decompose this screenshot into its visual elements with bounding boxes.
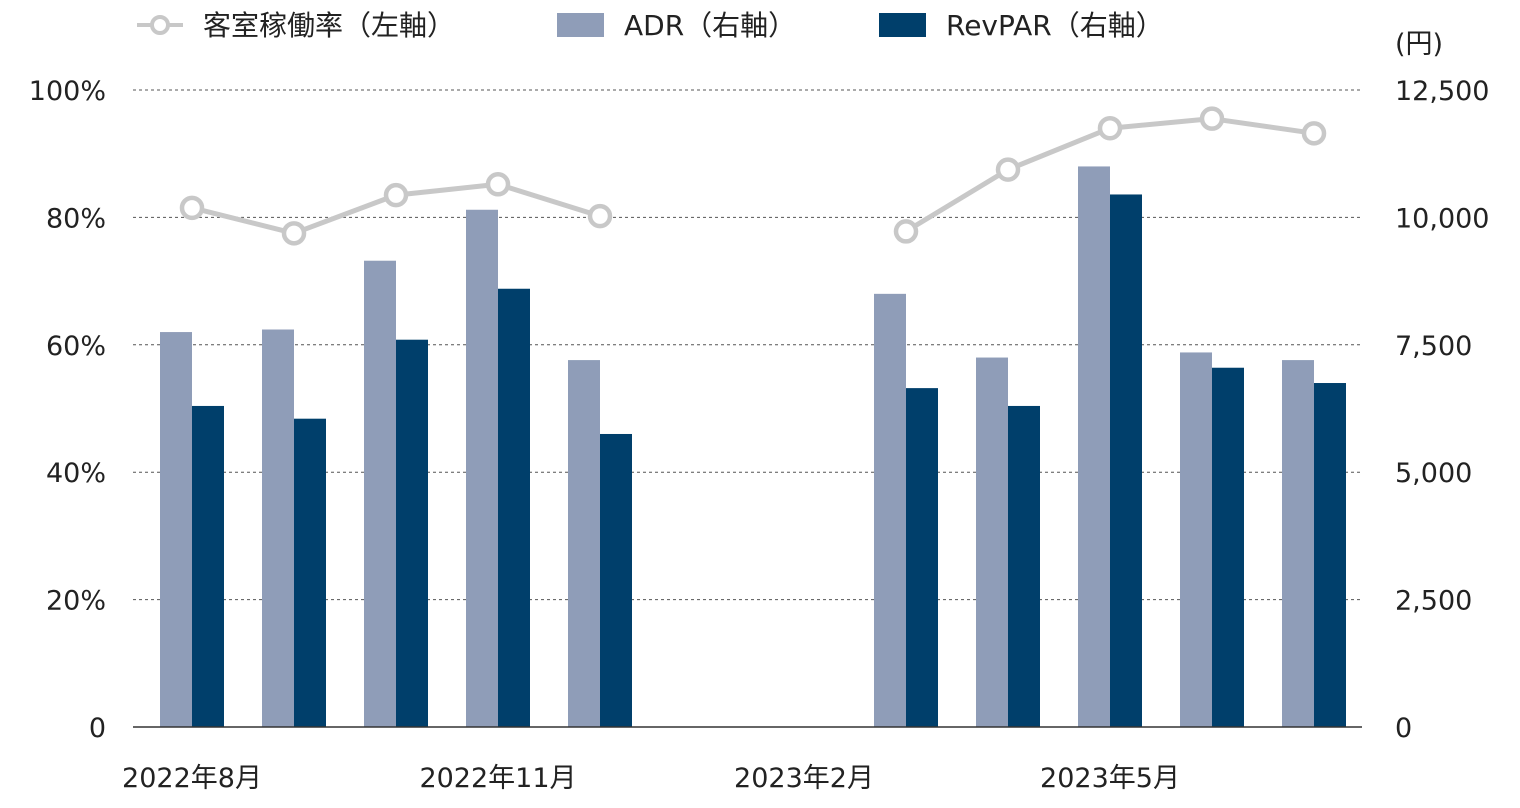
adr-bar — [160, 332, 192, 727]
y-right-tick-label: 10,000 — [1395, 203, 1489, 234]
y-right-tick-label: 12,500 — [1395, 76, 1489, 107]
occupancy-point — [1199, 106, 1225, 131]
occupancy-line-segment — [393, 181, 501, 198]
adr-bar — [568, 360, 600, 727]
occupancy-line-segment — [1005, 125, 1113, 173]
y-right-tick-label: 2,500 — [1395, 586, 1472, 617]
legend-occupancy-label: 客室稼働率（左軸） — [203, 9, 455, 42]
occupancy-point — [587, 203, 613, 229]
y-left-tick-label: 40% — [46, 458, 106, 489]
occupancy-point — [281, 221, 307, 246]
adr-bar — [1180, 352, 1212, 727]
occupancy-point — [383, 182, 409, 208]
legend: 客室稼働率（左軸） ADR（右軸） RevPAR（右軸） — [137, 9, 1164, 42]
occupancy-point — [485, 172, 511, 197]
occupancy-line-segment — [1107, 116, 1215, 131]
legend-adr-label: ADR（右軸） — [624, 9, 796, 42]
legend-adr-swatch — [557, 13, 604, 37]
x-tick-label: 2023年5月 — [1040, 763, 1180, 794]
occupancy-point — [995, 157, 1021, 182]
occupancy-line-segment — [1209, 116, 1317, 136]
y-left-tick-label: 0 — [89, 713, 106, 744]
y-right-unit-label: (円) — [1395, 29, 1443, 60]
legend-occupancy-marker — [150, 15, 170, 35]
legend-revpar-swatch — [879, 13, 926, 37]
revpar-bar — [192, 405, 224, 727]
adr-bar — [262, 329, 294, 727]
occupancy-line-segment — [189, 205, 297, 236]
revpar-bar — [294, 418, 326, 727]
y-left-tick-label: 60% — [46, 331, 106, 362]
revpar-bar — [906, 388, 938, 727]
y-right-tick-label: 0 — [1395, 713, 1412, 744]
x-tick-label: 2023年2月 — [734, 763, 874, 794]
y-right-tick-label: 5,000 — [1395, 458, 1472, 489]
y-right-tick-label: 7,500 — [1395, 331, 1472, 362]
occupancy-point — [179, 195, 205, 221]
adr-bar — [976, 357, 1008, 727]
adr-bar — [1282, 360, 1314, 727]
occupancy-line — [179, 106, 1327, 246]
occupancy-line-segment — [903, 167, 1011, 234]
y-left-tick-label: 80% — [46, 203, 106, 234]
x-tick-label: 2022年11月 — [419, 763, 576, 794]
y-left-tick-label: 100% — [29, 76, 106, 107]
revpar-bar — [1008, 405, 1040, 727]
revpar-bar — [1212, 367, 1244, 727]
adr-bar — [874, 293, 906, 727]
revpar-bar — [396, 339, 428, 727]
adr-bar — [364, 260, 396, 727]
revpar-bar — [600, 433, 632, 727]
revpar-bar — [1110, 194, 1142, 727]
occupancy-line-segment — [495, 181, 603, 219]
revpar-bar — [1314, 383, 1346, 727]
occupancy-line-segment — [291, 192, 399, 236]
legend-revpar-label: RevPAR（右軸） — [946, 9, 1164, 42]
adr-bar — [466, 209, 498, 728]
revpar-bar — [498, 288, 530, 727]
adr-bar — [1078, 166, 1110, 727]
occupancy-point — [1301, 121, 1327, 146]
y-left-tick-label: 20% — [46, 586, 106, 617]
occupancy-point — [1097, 115, 1123, 141]
occupancy-point — [893, 219, 919, 244]
axes: 0 20% 40% 60% 80% 100% 0 2,500 5,000 7,500 10,000 1… — [29, 29, 1490, 794]
bars — [160, 166, 1346, 728]
x-tick-label: 2022年8月 — [122, 763, 262, 794]
